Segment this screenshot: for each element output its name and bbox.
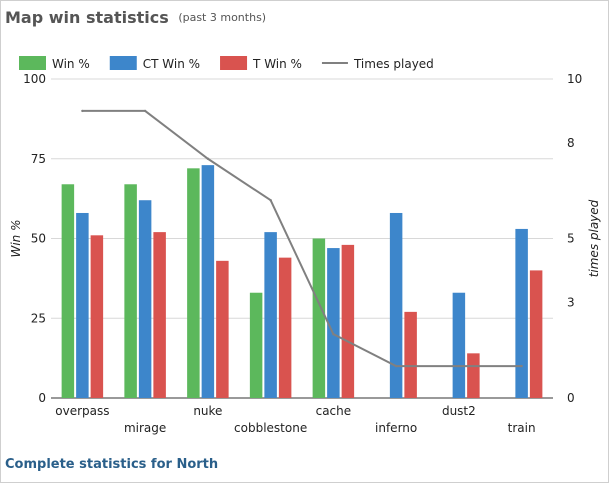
bar-t-win xyxy=(467,353,480,398)
x-tick-label: inferno xyxy=(375,421,417,435)
title-text: Map win statistics xyxy=(5,8,169,27)
bar-t-win xyxy=(341,244,355,398)
bar-ct-win xyxy=(515,228,528,398)
x-tick-label: cobblestone xyxy=(234,421,307,435)
chart-line xyxy=(81,109,523,368)
page-title: Map win statistics (past 3 months) xyxy=(5,8,266,27)
y-tick-label: 50 xyxy=(31,232,46,246)
y-tick-label: 0 xyxy=(38,391,46,405)
bar-ct-win xyxy=(76,212,89,398)
times-played-line xyxy=(82,109,522,368)
legend-swatch xyxy=(109,56,137,70)
legend-item: CT Win % xyxy=(109,56,200,71)
legend-label: Win % xyxy=(52,57,90,71)
chart-bars xyxy=(61,165,543,398)
bar-ct-win xyxy=(138,200,152,398)
legend-item: Win % xyxy=(19,56,90,71)
x-tick-label: train xyxy=(508,421,536,435)
bar-ct-win xyxy=(452,292,466,398)
times-played-point xyxy=(81,109,84,113)
times-played-point xyxy=(394,364,398,368)
times-played-point xyxy=(457,364,461,368)
x-tick-label: dust2 xyxy=(442,404,476,418)
y2-tick-label: 5 xyxy=(567,232,575,246)
bar-ct-win xyxy=(389,212,403,398)
title-subtitle: (past 3 months) xyxy=(178,11,267,24)
legend-label: CT Win % xyxy=(143,57,200,71)
x-tick-label: overpass xyxy=(55,404,109,418)
bar-ct-win xyxy=(327,248,340,398)
y-tick-label: 25 xyxy=(31,311,46,325)
y2-tick-label: 0 xyxy=(567,391,575,405)
y-tick-label: 75 xyxy=(31,152,46,166)
bar-t-win xyxy=(529,270,543,398)
bar-t-win xyxy=(278,257,292,398)
times-played-point xyxy=(332,333,335,336)
times-played-point xyxy=(269,199,272,202)
chart-legend: Win % CT Win % T Win % Times played xyxy=(19,56,434,71)
times-played-point xyxy=(143,109,147,113)
legend-label: T Win % xyxy=(252,57,302,71)
y2-tick-label: 10 xyxy=(567,72,582,86)
times-played-point xyxy=(520,364,523,368)
y2-tick-label: 3 xyxy=(567,295,575,309)
bar-t-win xyxy=(90,235,104,398)
bar-win xyxy=(124,184,137,398)
chart-axes: 0 25 50 75 100 0 3 5 8 10 Win % times played overpas… xyxy=(9,72,601,435)
y-axis-title: Win % xyxy=(9,219,23,257)
y2-axis-title: times played xyxy=(587,199,601,277)
legend-label: Times played xyxy=(353,57,434,71)
x-tick-label: mirage xyxy=(124,421,166,435)
x-tick-label: nuke xyxy=(193,404,222,418)
times-played-point xyxy=(206,157,210,160)
legend-swatch xyxy=(19,56,46,70)
bar-t-win xyxy=(216,260,229,398)
bar-t-win xyxy=(404,311,417,398)
bar-t-win xyxy=(153,232,166,398)
bar-win xyxy=(187,168,200,398)
legend-item: T Win % xyxy=(220,56,302,71)
bar-win xyxy=(312,238,326,398)
complete-statistics-link[interactable]: Complete statistics for North xyxy=(5,457,219,472)
y-tick-label: 100 xyxy=(23,72,46,86)
legend-swatch xyxy=(220,56,248,70)
bar-ct-win xyxy=(264,232,277,398)
bar-win xyxy=(61,184,75,398)
legend-item: Times played xyxy=(321,57,434,71)
y2-tick-label: 8 xyxy=(567,136,575,150)
bar-ct-win xyxy=(201,165,215,398)
map-win-chart: Win % CT Win % T Win % Times played 0255075… xyxy=(9,56,601,435)
x-tick-label: cache xyxy=(316,404,352,418)
bar-win xyxy=(249,292,263,398)
